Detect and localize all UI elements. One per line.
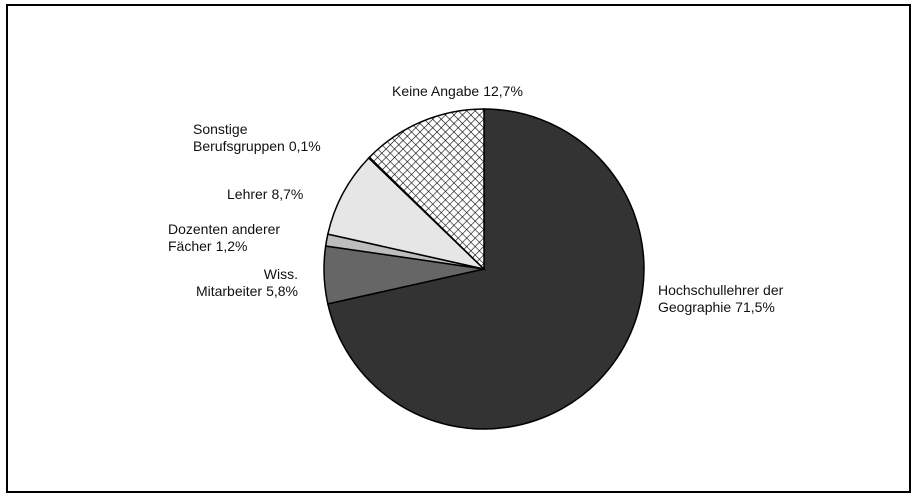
value-label: 1,2% xyxy=(215,238,248,254)
category-label: Wiss. Mitarbeiter xyxy=(195,266,298,299)
value-label: 12,7% xyxy=(483,83,523,99)
category-label: Lehrer xyxy=(227,186,268,202)
pie-slice xyxy=(368,108,485,271)
pie-slice xyxy=(326,156,487,271)
value-label: 8,7% xyxy=(271,186,304,202)
value-label: 0,1% xyxy=(288,138,321,154)
value-label: 5,8% xyxy=(266,283,298,299)
slice-label: Hochschullehrer der Geographie 71,5% xyxy=(658,282,783,316)
value-label: 71,5% xyxy=(735,299,775,315)
category-label: Sonstige Berufsgruppen xyxy=(193,121,285,154)
category-label: Dozenten anderer Fächer xyxy=(168,221,281,254)
slice-label: Lehrer 8,7% xyxy=(227,186,303,203)
slice-label: Sonstige Berufsgruppen 0,1% xyxy=(193,121,321,155)
slice-label: Dozenten anderer Fächer 1,2% xyxy=(168,221,280,255)
slice-label: Wiss. Mitarbeiter 5,8% xyxy=(196,266,298,300)
category-label: Keine Angabe xyxy=(392,83,480,99)
slice-label: Keine Angabe 12,7% xyxy=(392,83,523,100)
category-label: Hochschullehrer der Geographie xyxy=(658,282,784,315)
pie-slice xyxy=(326,108,645,430)
